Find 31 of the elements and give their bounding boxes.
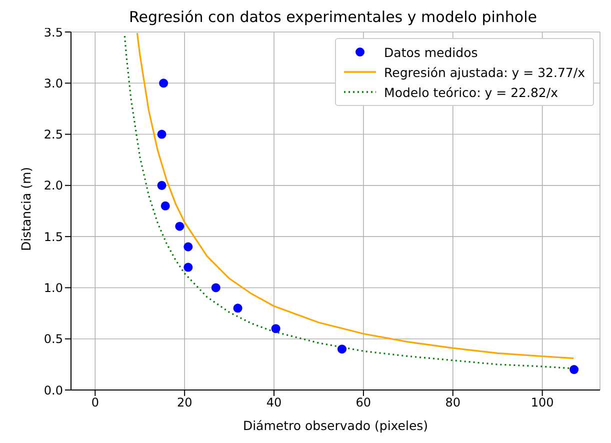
point [570, 365, 579, 374]
y-tick-label: 1.5 [44, 230, 63, 244]
x-axis-title: Diámetro observado (pixeles) [242, 418, 428, 433]
y-axis-title: Distancia (m) [18, 166, 34, 251]
point [157, 130, 166, 139]
y-tick-label: 3.0 [44, 76, 63, 90]
x-tick-label: 20 [176, 396, 192, 410]
x-tick-label: 60 [356, 396, 372, 410]
chart-title: Regresión con datos experimentales y modelo pinhole [129, 8, 537, 26]
point [159, 78, 168, 88]
x-tick-label: 0 [91, 396, 99, 410]
point [175, 222, 184, 231]
legend-label: Regresión ajustada: y = 32.77/x [384, 64, 585, 80]
x-tick-label: 40 [266, 396, 282, 410]
x-tick-label: 100 [530, 396, 554, 410]
point [184, 242, 193, 252]
point [337, 344, 346, 354]
y-tick-label: 1.0 [44, 280, 63, 295]
point [160, 201, 170, 210]
legend-label: Modelo teórico: y = 22.82/x [384, 84, 558, 100]
point [233, 304, 242, 313]
point [184, 262, 193, 272]
y-tick-label: 2.0 [44, 178, 63, 193]
legend-label: Datos medidos [384, 44, 478, 60]
point [211, 283, 220, 292]
y-tick-label: 2.5 [44, 128, 63, 142]
x-tick-label: 80 [445, 396, 461, 410]
point [271, 324, 280, 334]
y-tick-label: 0.0 [44, 383, 63, 398]
point [157, 180, 166, 190]
y-tick-label: 0.5 [44, 332, 63, 346]
